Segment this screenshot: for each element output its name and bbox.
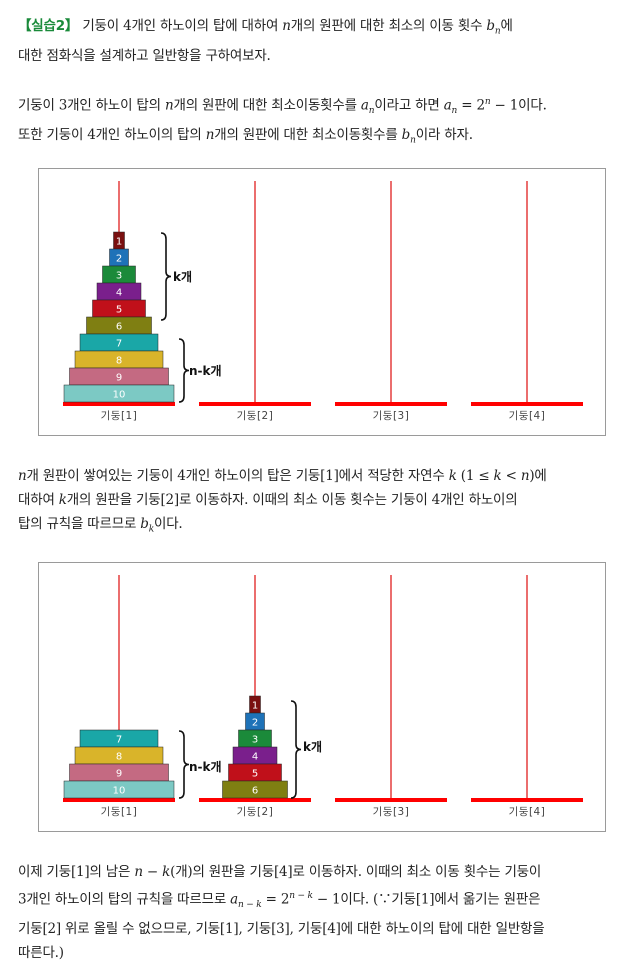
final-paragraph: 이제 기둥[1]의 남은 n − k(개)의 원판을 기둥[4]로 이동하자. … bbox=[18, 864, 545, 962]
disk-label-3: 3 bbox=[116, 271, 122, 282]
disk-label-6: 6 bbox=[116, 322, 122, 333]
disk-label-9: 9 bbox=[116, 769, 122, 780]
disk-6 bbox=[222, 780, 288, 799]
peg-base-4 bbox=[471, 798, 583, 802]
disk-label-10: 10 bbox=[113, 786, 126, 797]
figure-initial-state: 기둥[1] 기둥[2] 기둥[3] 기둥[4] 1 2 3 4 5 6 7 8 9 10 k개 n-k개 bbox=[38, 168, 606, 436]
peg-label-2: 기둥[2] bbox=[237, 806, 274, 818]
disk-label-4: 4 bbox=[252, 752, 258, 763]
disk-label-7: 7 bbox=[116, 735, 122, 746]
exercise-tag: 【실습2】 bbox=[18, 18, 79, 34]
peg-label-1: 기둥[1] bbox=[101, 410, 138, 422]
brace-n-k bbox=[178, 338, 190, 403]
disk-label-8: 8 bbox=[116, 356, 122, 367]
peg-label-2: 기둥[2] bbox=[237, 410, 274, 422]
disk-label-4: 4 bbox=[116, 288, 122, 299]
disk-label-8: 8 bbox=[116, 752, 122, 763]
disk-label-10: 10 bbox=[113, 390, 126, 401]
peg-base-1 bbox=[63, 402, 175, 406]
disk-label-1: 1 bbox=[116, 237, 122, 248]
peg-base-4 bbox=[471, 402, 583, 406]
brace-n-k-label: n-k개 bbox=[189, 364, 222, 378]
brace-k bbox=[290, 700, 302, 799]
brace-k bbox=[160, 232, 172, 321]
disk-label-6: 6 bbox=[252, 786, 258, 797]
disk-label-2: 2 bbox=[252, 718, 258, 729]
exercise-paragraph: 【실습2】 기둥이 4개인 하노이의 탑에 대하여 n개의 원판에 대한 최소의… bbox=[18, 18, 513, 64]
disk-label-7: 7 bbox=[116, 339, 122, 350]
brace-n-k-label: n-k개 bbox=[189, 760, 222, 774]
disk-label-2: 2 bbox=[116, 254, 122, 265]
peg-base-2 bbox=[199, 798, 311, 802]
brace-n-k bbox=[178, 730, 190, 799]
disk-10 bbox=[63, 780, 175, 799]
brace-k-label: k개 bbox=[303, 740, 322, 754]
peg-label-4: 기둥[4] bbox=[509, 806, 546, 818]
disk-label-1: 1 bbox=[252, 701, 258, 712]
intro-paragraph: 기둥이 3개인 하노이 탑의 n개의 원판에 대한 최소이동횟수를 an이라고 … bbox=[18, 97, 547, 146]
peg-label-3: 기둥[3] bbox=[373, 806, 410, 818]
peg-label-3: 기둥[3] bbox=[373, 410, 410, 422]
peg-label-4: 기둥[4] bbox=[509, 410, 546, 422]
disk-10 bbox=[63, 384, 175, 403]
peg-base-2 bbox=[199, 402, 311, 406]
figure-after-move: 기둥[1] 기둥[2] 기둥[3] 기둥[4] 7 8 9 10 1 2 3 4 5 6 n-k개 k개 bbox=[38, 562, 606, 832]
disk-label-5: 5 bbox=[252, 769, 258, 780]
peg-base-1 bbox=[63, 798, 175, 802]
peg-base-3 bbox=[335, 402, 447, 406]
disk-label-9: 9 bbox=[116, 373, 122, 384]
hanoi-diagram-1: 기둥[1] 기둥[2] 기둥[3] 기둥[4] 1 2 3 4 5 6 7 8 9 10 k개 n-k개 bbox=[63, 181, 583, 422]
peg-label-1: 기둥[1] bbox=[101, 806, 138, 818]
disk-label-5: 5 bbox=[116, 305, 122, 316]
peg-base-3 bbox=[335, 798, 447, 802]
hanoi-diagram-2: 기둥[1] 기둥[2] 기둥[3] 기둥[4] 7 8 9 10 1 2 3 4 5 6 n-k개 k개 bbox=[63, 575, 583, 818]
disk-label-3: 3 bbox=[252, 735, 258, 746]
middle-paragraph: n개 원판이 쌓여있는 기둥이 4개인 하노이의 탑은 기둥[1]에서 적당한 … bbox=[18, 468, 547, 535]
brace-k-label: k개 bbox=[173, 270, 192, 284]
